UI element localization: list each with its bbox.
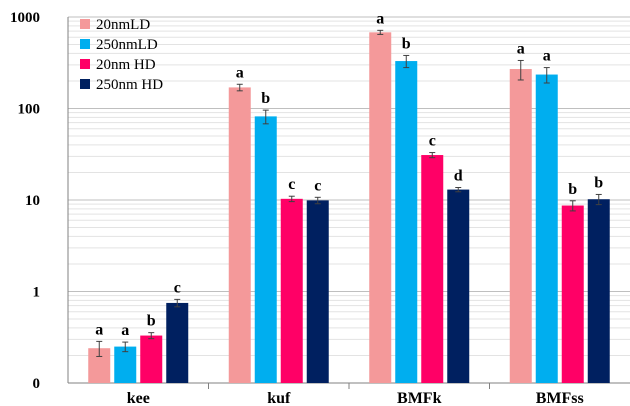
bar (535, 74, 558, 383)
significance-letter: b (594, 174, 603, 191)
bar (447, 189, 470, 383)
bar (561, 205, 584, 383)
significance-letter: a (517, 40, 525, 57)
legend-swatch (80, 19, 90, 29)
significance-letter: a (236, 64, 244, 81)
bar (254, 116, 277, 383)
y-tick-label: 1000 (10, 10, 40, 26)
significance-letter: b (147, 313, 156, 330)
significance-letter: c (288, 176, 295, 193)
error-bars (96, 29, 602, 357)
significance-letter: a (376, 10, 384, 27)
bar (306, 200, 329, 383)
bar (140, 335, 163, 383)
bar (395, 61, 418, 384)
significance-letter: a (95, 321, 103, 338)
bar (114, 346, 137, 383)
legend: 20nmLD 250nmLD 20nm HD 250nm HD (80, 17, 163, 93)
significance-letter: a (543, 48, 551, 65)
bar (166, 302, 189, 383)
y-tick-label: 0 (33, 376, 41, 392)
significance-letter: c (314, 177, 321, 194)
bar (88, 348, 111, 383)
significance-letter: a (121, 322, 129, 339)
x-tick-label: BMFk (397, 390, 442, 406)
x-tick-labels: kee kuf BMFk BMFss (127, 383, 584, 406)
legend-label: 20nmLD (96, 17, 150, 33)
y-tick-label: 10 (25, 193, 40, 209)
bar (421, 155, 444, 383)
legend-label: 250nm HD (96, 77, 163, 93)
bar (587, 199, 610, 383)
significance-letter: c (429, 133, 436, 150)
significance-letter: d (454, 167, 463, 184)
significance-letter: b (261, 90, 270, 107)
legend-swatch (80, 59, 90, 69)
y-tick-labels: 0 1 10 100 1000 (10, 10, 40, 392)
y-tick-label: 100 (18, 102, 41, 118)
bars (88, 32, 610, 384)
legend-swatch (80, 39, 90, 49)
legend-label: 20nm HD (96, 57, 156, 73)
significance-letter: c (174, 279, 181, 296)
bar (280, 198, 303, 383)
significance-letter: b (568, 181, 577, 198)
bar (369, 32, 392, 383)
significance-letter: b (402, 35, 411, 52)
legend-label: 250nmLD (96, 37, 158, 53)
bar (509, 69, 532, 383)
bar (228, 87, 251, 383)
legend-swatch (80, 79, 90, 89)
x-tick-label: kee (127, 390, 150, 406)
x-tick-label: kuf (267, 390, 291, 406)
y-tick-label: 1 (33, 285, 41, 301)
x-tick-label: BMFss (536, 390, 584, 406)
